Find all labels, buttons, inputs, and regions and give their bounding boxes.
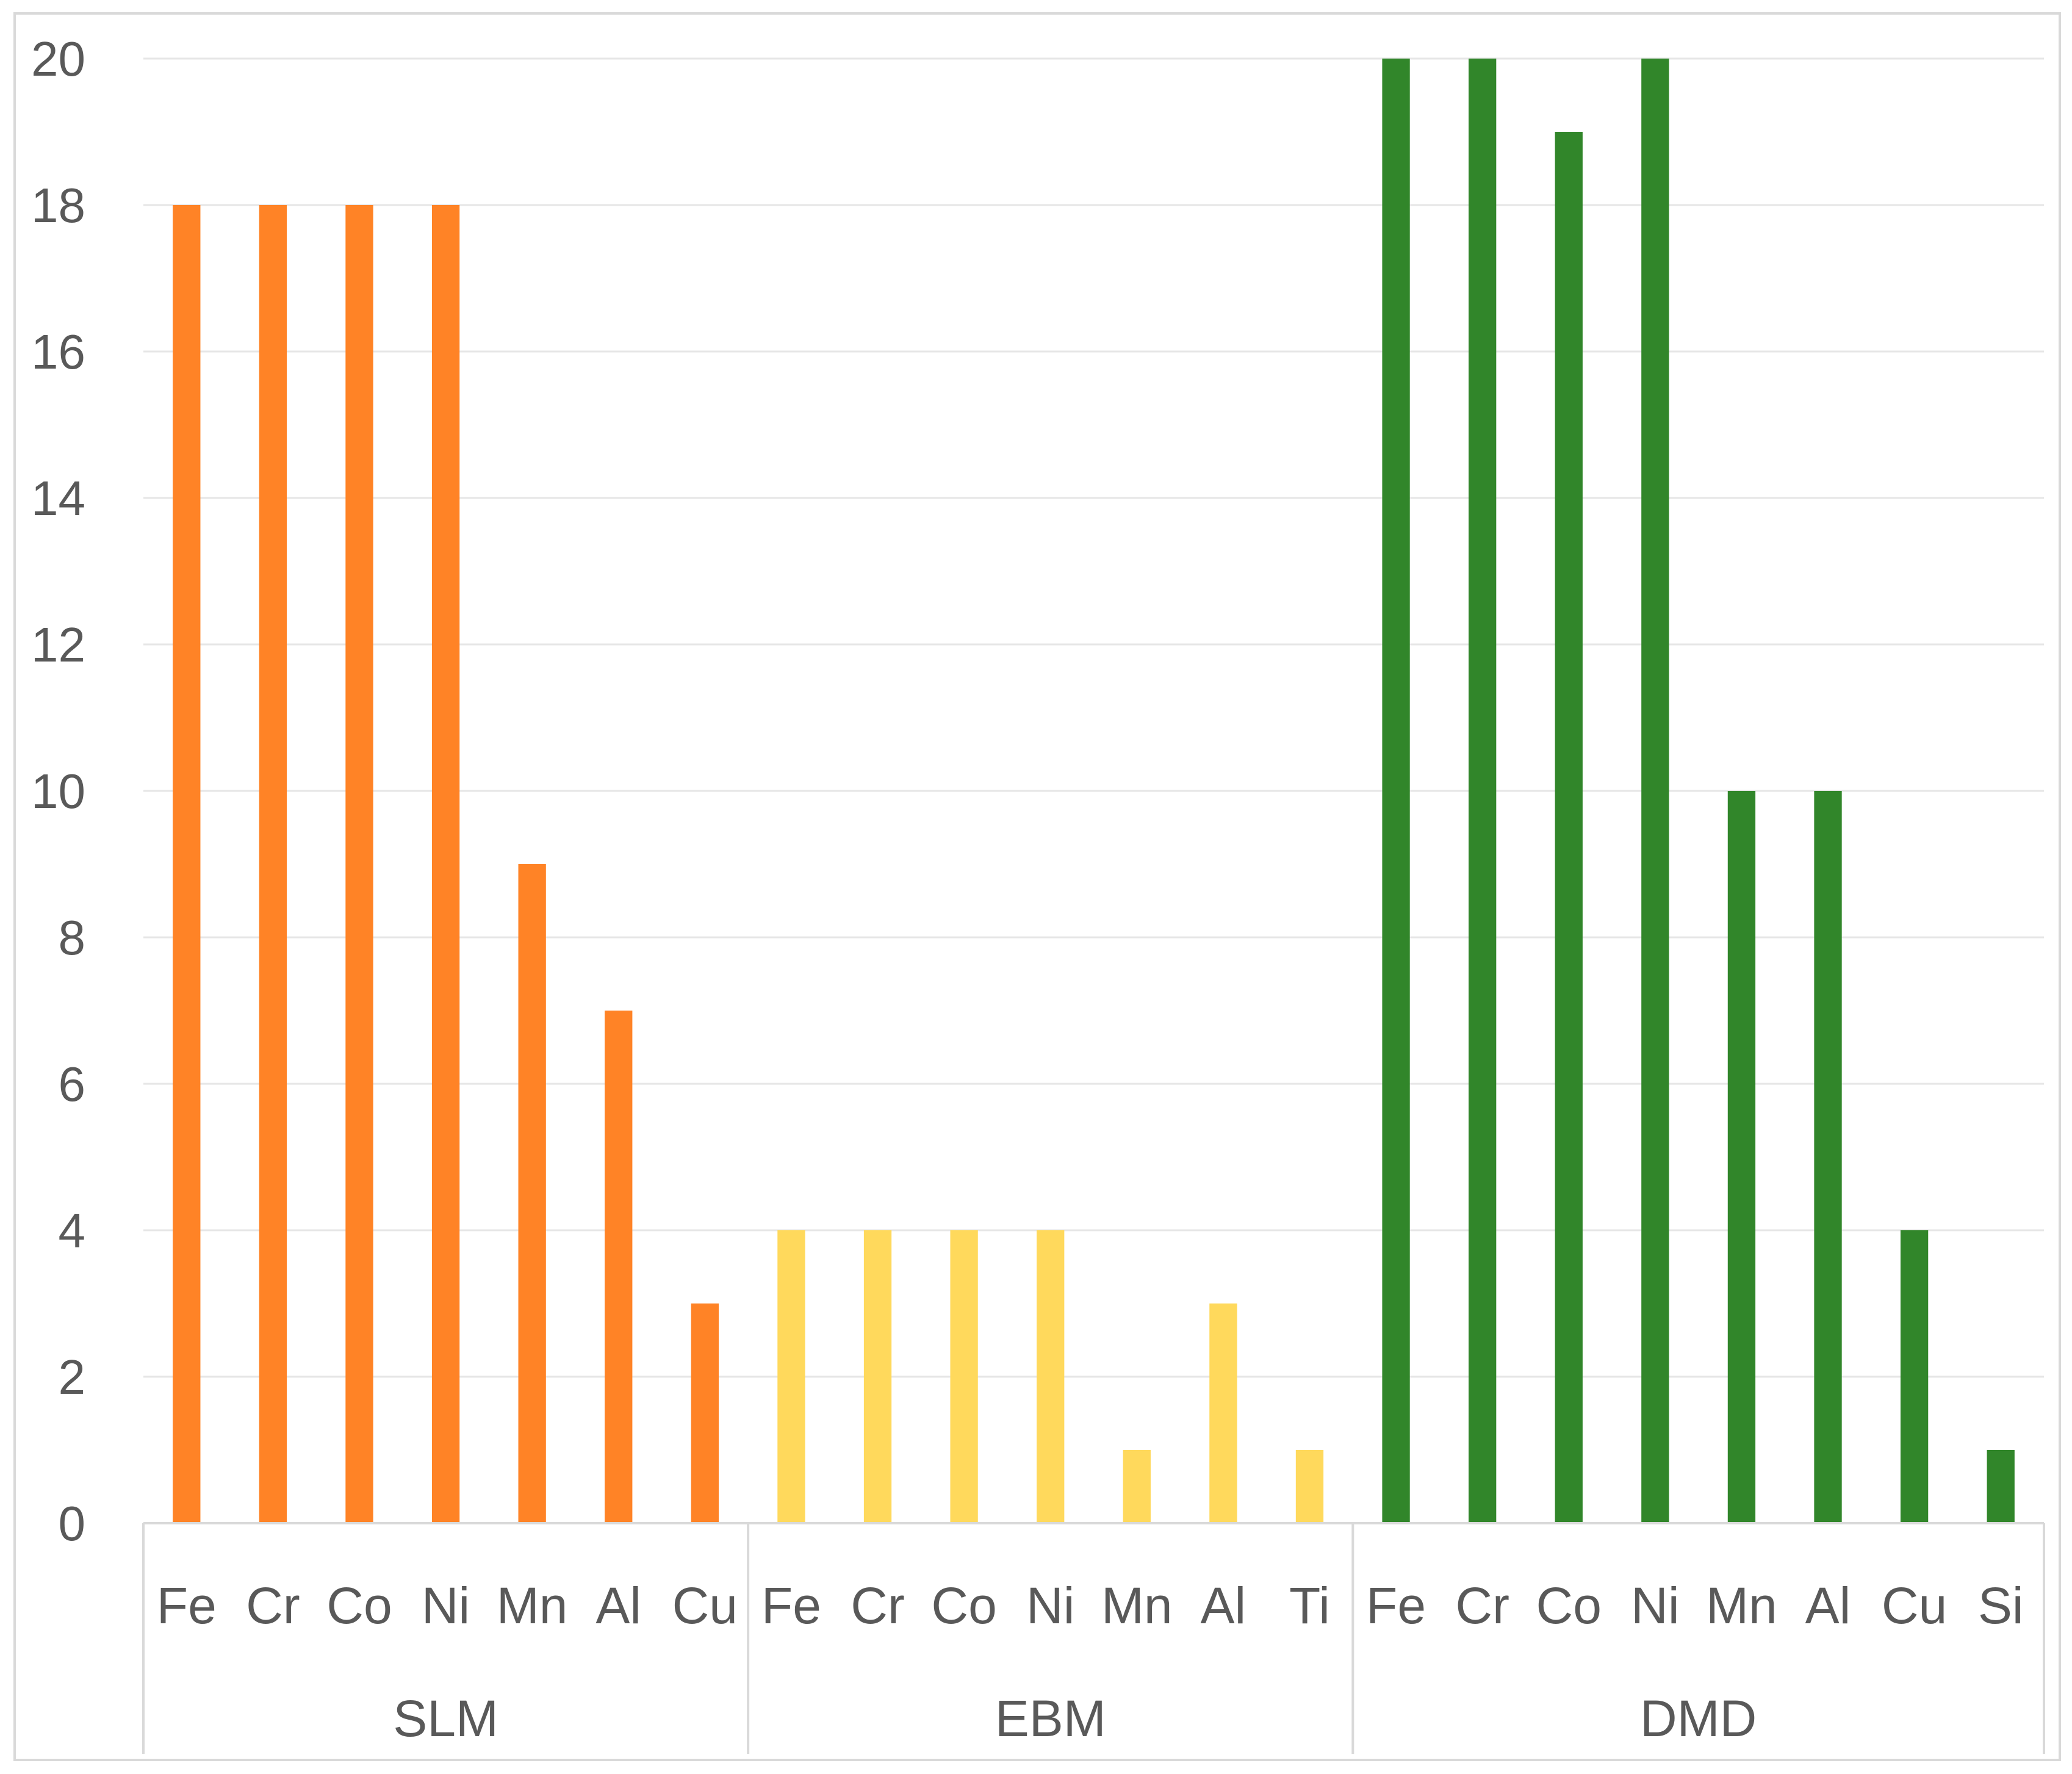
x-category-label: Al <box>1805 1577 1851 1634</box>
x-category-label: Fe <box>1366 1577 1426 1634</box>
x-category-label: Cr <box>851 1577 905 1634</box>
x-category-label: Ni <box>422 1577 470 1634</box>
bar-dmd-ni <box>1641 59 1669 1523</box>
gridlines <box>143 57 2044 1378</box>
y-tick-label: 8 <box>59 910 86 965</box>
y-axis-tick-labels: 0 2 4 6 8 10 12 14 16 18 20 <box>31 32 85 1551</box>
x-group-label-slm: SLM <box>393 1690 498 1747</box>
y-tick-label: 20 <box>31 32 85 86</box>
bar-ebm-cr <box>863 1230 892 1523</box>
bars <box>173 59 2015 1523</box>
x-category-label: Si <box>1978 1577 2024 1634</box>
y-tick-label: 14 <box>31 471 85 525</box>
x-category-label: Cr <box>1455 1577 1509 1634</box>
x-category-label: Cu <box>672 1577 738 1634</box>
y-tick-label: 4 <box>59 1203 86 1258</box>
x-category-label: Mn <box>1706 1577 1777 1634</box>
x-category-label: Al <box>1201 1577 1246 1634</box>
x-category-label: Ni <box>1631 1577 1679 1634</box>
x-category-label: Al <box>595 1577 641 1634</box>
bar-dmd-al <box>1814 791 1842 1523</box>
y-tick-label: 16 <box>31 325 85 379</box>
x-axis <box>142 1522 2045 1754</box>
x-group-label-dmd: DMD <box>1640 1690 1757 1747</box>
x-category-label: Co <box>1536 1577 1602 1634</box>
bar-dmd-co <box>1555 132 1583 1523</box>
bar-ebm-al <box>1209 1303 1237 1523</box>
x-category-label: Cr <box>246 1577 300 1634</box>
bar-ebm-ti <box>1295 1450 1324 1523</box>
bar-dmd-fe <box>1382 59 1410 1523</box>
x-group-label-ebm: EBM <box>995 1690 1106 1747</box>
x-category-label: Co <box>326 1577 392 1634</box>
y-tick-label: 0 <box>59 1496 86 1551</box>
bar-dmd-si <box>1987 1450 2015 1523</box>
y-tick-label: 10 <box>31 764 85 818</box>
x-category-label: Co <box>931 1577 996 1634</box>
y-tick-label: 2 <box>59 1350 86 1404</box>
bar-ebm-fe <box>777 1230 805 1523</box>
x-category-label: Fe <box>761 1577 821 1634</box>
x-category-label: Cu <box>1882 1577 1947 1634</box>
bar-ebm-ni <box>1037 1230 1065 1523</box>
bar-slm-co <box>345 205 373 1523</box>
x-category-label: Fe <box>157 1577 217 1634</box>
bar-slm-cu <box>691 1303 719 1523</box>
x-axis-category-labels: Fe Cr Co Ni Mn Al Cu Fe Cr Co Ni Mn Al Ti Fe Cr Co Ni Mn Al… <box>157 1577 2024 1634</box>
x-category-label: Ni <box>1026 1577 1074 1634</box>
x-category-label: Ti <box>1289 1577 1330 1634</box>
bar-ebm-co <box>950 1230 978 1523</box>
bar-slm-mn <box>518 864 546 1523</box>
bar-slm-ni <box>431 205 460 1523</box>
x-category-label: Mn <box>497 1577 568 1634</box>
bar-slm-cr <box>259 205 287 1523</box>
bar-slm-fe <box>173 205 201 1523</box>
y-tick-label: 12 <box>31 618 85 672</box>
y-tick-label: 18 <box>31 178 85 233</box>
bar-dmd-cu <box>1900 1230 1929 1523</box>
bar-ebm-mn <box>1123 1450 1151 1523</box>
x-category-label: Mn <box>1101 1577 1173 1634</box>
x-axis-group-labels: SLM EBM DMD <box>393 1690 1757 1747</box>
bar-slm-al <box>605 1011 633 1523</box>
chart-border <box>13 12 2061 1761</box>
bar-dmd-cr <box>1469 59 1497 1523</box>
bar-dmd-mn <box>1727 791 1756 1523</box>
y-tick-label: 6 <box>59 1057 86 1111</box>
